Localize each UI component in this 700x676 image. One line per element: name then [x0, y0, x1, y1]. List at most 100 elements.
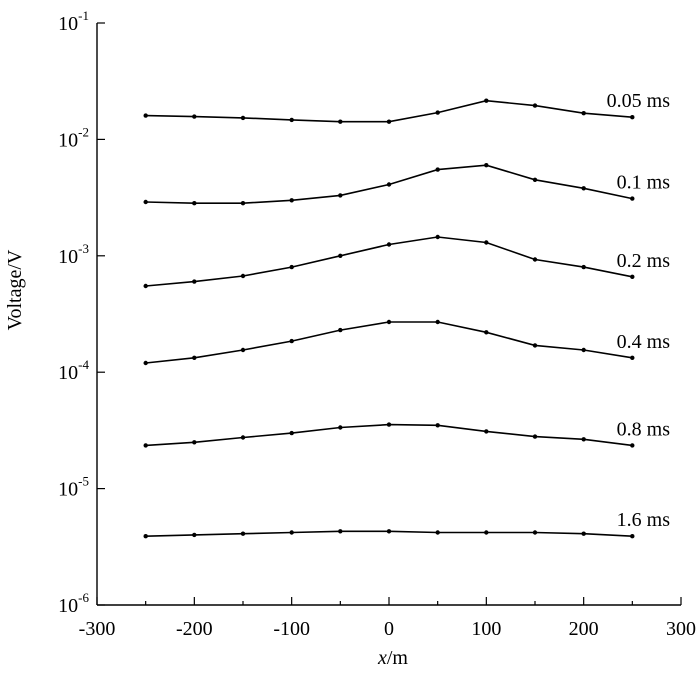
series-label: 0.4 ms: [617, 331, 671, 353]
data-point: [338, 425, 343, 430]
data-point: [630, 443, 635, 448]
data-point: [630, 115, 635, 120]
y-tick-label: 10-4: [58, 357, 89, 384]
series-label: 0.05 ms: [607, 90, 671, 112]
series-4: 0.8 ms: [143, 418, 671, 448]
x-tick-label: -300: [79, 618, 116, 640]
data-point: [192, 532, 197, 538]
data-point: [386, 422, 392, 427]
data-point: [532, 103, 538, 108]
data-point: [143, 534, 148, 539]
series-line: [145, 321, 633, 364]
x-ticks: -300 -200 -100 0 100 200 300: [79, 597, 696, 640]
data-point: [338, 119, 343, 124]
data-point: [143, 113, 148, 118]
x-tick-label: 200: [569, 618, 599, 640]
data-point: [581, 264, 586, 270]
data-point: [532, 530, 538, 535]
data-point: [289, 430, 294, 436]
data-point: [289, 264, 294, 270]
data-point: [240, 201, 246, 206]
series-label: 0.1 ms: [617, 172, 671, 194]
data-point: [435, 319, 440, 325]
data-point: [240, 273, 246, 279]
data-point: [192, 201, 197, 206]
data-point: [532, 343, 538, 348]
series-label: 0.2 ms: [617, 250, 671, 272]
y-axis-label: Voltage/V: [4, 249, 26, 330]
data-point: [581, 437, 586, 442]
data-point: [581, 347, 586, 353]
data-point: [143, 283, 148, 289]
data-point: [484, 530, 489, 535]
data-point: [386, 182, 392, 187]
x-tick-label: -100: [273, 618, 310, 640]
data-point: [484, 330, 489, 335]
axes: [96, 23, 681, 606]
data-point: [484, 429, 489, 434]
y-tick-label: 10-6: [58, 590, 89, 617]
data-point: [338, 529, 343, 534]
data-point: [435, 167, 440, 172]
series-0: 0.05 ms: [143, 90, 671, 124]
data-point: [289, 530, 294, 535]
series-5: 1.6 ms: [143, 509, 670, 539]
x-axis-variable: x: [377, 647, 387, 669]
data-point: [630, 274, 635, 279]
series-line: [145, 423, 633, 447]
x-tick-label: 300: [666, 618, 696, 640]
data-point: [484, 163, 489, 168]
data-point: [289, 338, 294, 344]
data-point: [532, 257, 538, 262]
y-tick-label: 10-5: [58, 474, 89, 501]
series-group: 0.05 ms 0.1 ms 0.2 ms 0.4 ms 0.8 ms 1.6 ms: [143, 90, 671, 539]
data-point: [484, 98, 489, 103]
data-point: [581, 531, 586, 536]
y-ticks: 10-6 10-5 10-4 10-3 10-2 10-1: [58, 8, 105, 617]
data-point: [192, 114, 197, 119]
data-point: [435, 423, 440, 428]
data-point: [581, 111, 586, 116]
series-label: 0.8 ms: [617, 418, 671, 440]
data-point: [240, 435, 246, 440]
data-point: [435, 110, 440, 115]
x-axis-label: x/m: [377, 647, 408, 669]
y-tick-label: 10-1: [58, 8, 89, 35]
data-point: [289, 117, 294, 123]
series-line: [145, 99, 633, 123]
data-point: [581, 186, 586, 191]
data-point: [192, 355, 197, 360]
data-point: [338, 253, 343, 258]
data-point: [338, 327, 343, 333]
data-point: [386, 319, 392, 325]
data-point: [386, 119, 392, 124]
data-point: [192, 279, 197, 284]
data-point: [192, 440, 197, 445]
data-point: [143, 443, 148, 448]
data-point: [386, 242, 392, 247]
data-point: [630, 196, 635, 201]
data-point: [435, 530, 440, 535]
x-tick-label: 0: [384, 618, 394, 640]
data-point: [532, 177, 538, 182]
data-point: [630, 355, 635, 360]
data-point: [435, 234, 440, 240]
x-tick-label: -200: [176, 618, 213, 640]
data-point: [338, 193, 343, 198]
data-point: [143, 199, 148, 205]
x-tick-label: 100: [471, 618, 501, 640]
series-3: 0.4 ms: [143, 319, 671, 366]
data-point: [484, 240, 489, 245]
series-1: 0.1 ms: [143, 163, 671, 206]
y-tick-label: 10-3: [58, 241, 89, 268]
data-point: [532, 434, 538, 439]
series-2: 0.2 ms: [143, 234, 671, 289]
y-tick-label: 10-2: [58, 124, 89, 151]
data-point: [143, 360, 148, 366]
x-axis-unit: /m: [387, 647, 409, 669]
data-point: [386, 529, 392, 534]
data-point: [289, 198, 294, 203]
data-point: [240, 531, 246, 536]
